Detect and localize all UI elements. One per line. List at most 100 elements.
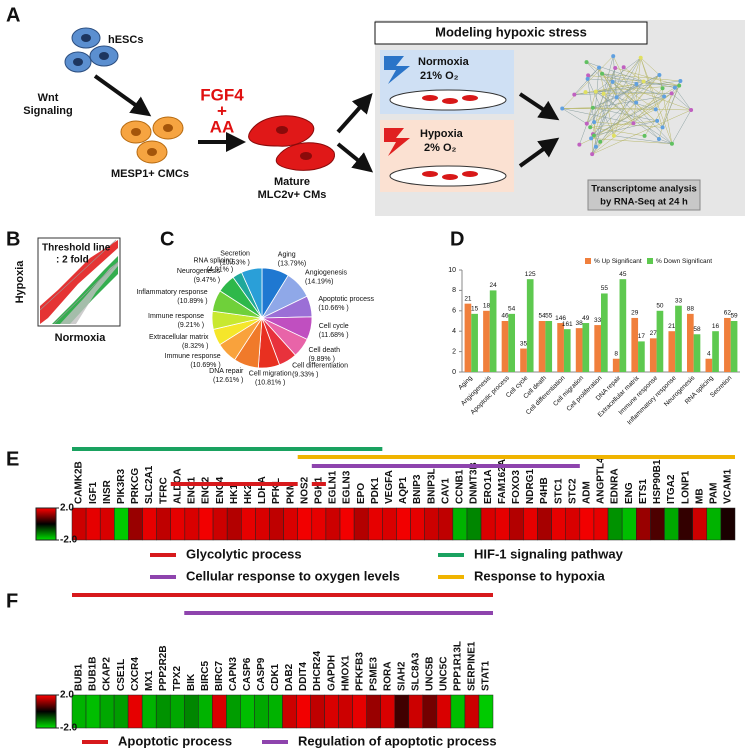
slice-value-label: (14.19%) — [305, 278, 333, 285]
gene-label: BNIP3L — [426, 468, 437, 504]
heatmap-cell — [720, 507, 736, 541]
condition-label: 2% O₂ — [424, 142, 457, 154]
network-edge — [562, 108, 656, 110]
network-edge — [587, 78, 615, 136]
count-label: 125 — [525, 271, 536, 278]
network-node — [656, 136, 661, 141]
heatmap-cell — [523, 507, 538, 541]
condition-label: 21% O₂ — [420, 70, 459, 82]
gene-label: ALDOA — [172, 468, 183, 504]
network-edge — [562, 108, 587, 124]
gene-label: ENO2 — [201, 476, 212, 504]
slice-label: DNA repair — [209, 368, 244, 375]
slice-label: Immune response — [165, 353, 221, 360]
count-label: 33 — [675, 297, 683, 304]
panel-label: D — [450, 228, 464, 250]
gene-label: PFKFB3 — [354, 652, 365, 691]
transcriptome-label: by RNA-Seq at 24 h — [600, 197, 688, 208]
network-node — [591, 133, 596, 138]
heatmap-cell — [650, 507, 665, 541]
gene-label: UNC5C — [439, 657, 450, 691]
gene-label: PDK1 — [370, 477, 381, 504]
bar — [601, 293, 608, 372]
slice-value-label: (4.91% ) — [207, 266, 233, 273]
network-edge — [655, 96, 665, 110]
heatmap-cell — [212, 694, 227, 729]
network-edge — [590, 87, 676, 139]
panel-label: C — [160, 228, 174, 250]
gene-label: INSR — [102, 479, 113, 504]
gene-label: P4HB — [539, 477, 550, 504]
condition-label: Hypoxia — [420, 128, 464, 140]
heatmap-cell — [170, 507, 186, 541]
network-edge — [579, 107, 594, 145]
network-edge — [588, 75, 680, 86]
gene-label: LONP1 — [680, 470, 691, 504]
network-node — [655, 118, 660, 123]
slice-label: Aging — [278, 252, 296, 259]
heatmap-cell — [452, 507, 468, 541]
heatmap-cell — [382, 507, 397, 541]
axis-label: Normoxia — [55, 332, 107, 344]
heatmap-cell — [394, 694, 410, 729]
bar — [693, 334, 701, 372]
heatmap-cell — [478, 694, 494, 729]
cell-label: hESCs — [108, 34, 143, 46]
network-edge — [612, 81, 663, 128]
heatmap-cell — [436, 694, 452, 729]
count-label: 50 — [656, 303, 664, 310]
network-edge — [586, 61, 656, 110]
colorbar-label: -2.0 — [60, 723, 78, 734]
network-edge — [633, 88, 663, 124]
slice-label: Secretion — [220, 251, 250, 258]
heatmap-cell — [169, 694, 185, 729]
network-node — [634, 100, 639, 105]
condition-label: Normoxia — [418, 56, 470, 68]
count-label: 15 — [471, 306, 479, 313]
network-edge — [659, 74, 673, 144]
heatmap-cell — [664, 507, 679, 541]
slice-label: Neurogenesis — [177, 268, 221, 275]
network-node — [621, 65, 626, 70]
gene-label: STC1 — [553, 478, 564, 504]
gene-label: BIRC7 — [214, 661, 225, 691]
cell-label: Mature — [274, 176, 310, 188]
network-edge — [602, 73, 681, 82]
network-node — [597, 65, 602, 70]
arrow — [518, 137, 560, 168]
gene-label: ERO1A — [483, 470, 494, 504]
heatmap-cell — [255, 507, 270, 541]
bar — [483, 310, 490, 372]
heatmap-cell — [310, 694, 325, 729]
heatmap-cell — [99, 507, 115, 541]
slice-value-label: (9.33% ) — [292, 372, 318, 379]
count-label: 161 — [562, 321, 573, 328]
network-node — [560, 106, 565, 111]
heatmap-cell — [128, 507, 143, 541]
bar — [594, 325, 601, 372]
network-edge — [590, 127, 645, 137]
network-edge — [640, 57, 660, 76]
gene-label: PPP2R2B — [158, 645, 169, 691]
network-edge — [587, 78, 595, 123]
bar — [705, 358, 713, 372]
gene-label: EGLN3 — [342, 470, 353, 504]
network-node — [593, 89, 598, 94]
bar — [656, 310, 664, 372]
y-tick-label: 6 — [452, 308, 456, 315]
bar — [563, 329, 571, 372]
heatmap-cell — [366, 694, 381, 729]
gene-label: ENG — [624, 482, 635, 504]
heatmap-cell — [99, 694, 115, 729]
arrow — [336, 142, 374, 173]
gene-label: VEGFA — [384, 470, 395, 504]
threshold-label: Threshold line — [42, 243, 111, 254]
colorbar — [35, 507, 57, 541]
count-label: 46 — [501, 313, 509, 320]
network-edge — [595, 74, 660, 147]
scatter-graphic — [37, 237, 121, 327]
network-node — [588, 125, 593, 130]
factor-label: AA — [210, 117, 235, 136]
mature-cells — [248, 115, 335, 171]
